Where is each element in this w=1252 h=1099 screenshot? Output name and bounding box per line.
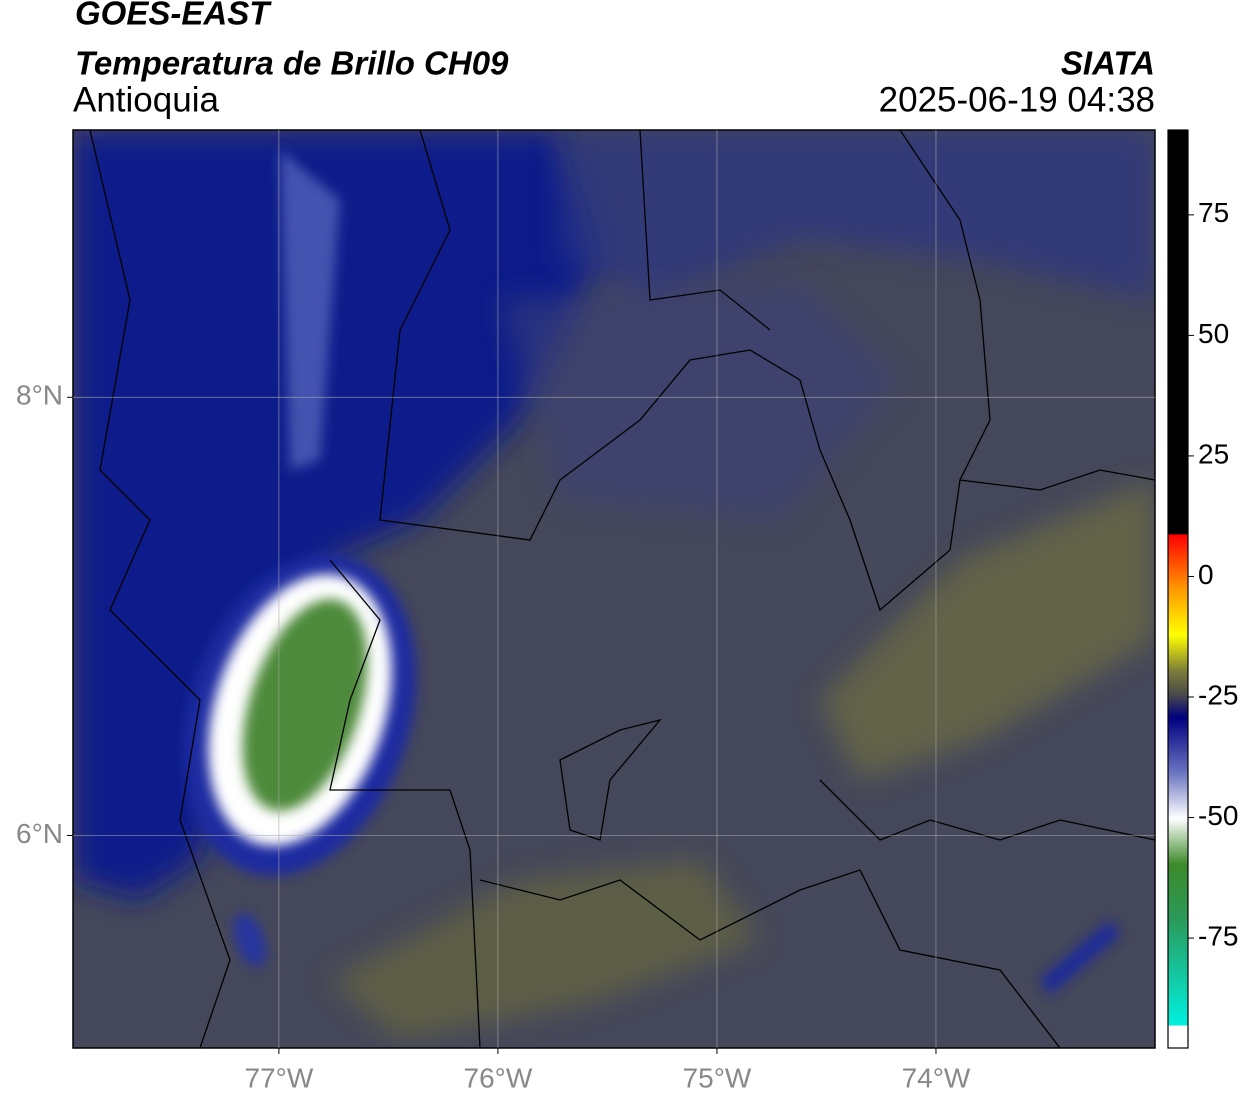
y-tick-label: 6°N	[16, 818, 63, 849]
x-tick-label: 75°W	[683, 1062, 752, 1093]
x-tick-label: 77°W	[244, 1062, 313, 1093]
colorbar-tick-label: -75	[1198, 920, 1238, 951]
map-frame	[72, 129, 1156, 1049]
datetime: 2025-06-19 04:38	[879, 80, 1155, 119]
colorbar-tick-label: -25	[1198, 679, 1238, 710]
x-tick-label: 76°W	[464, 1062, 533, 1093]
subtitle: Temperatura de Brillo CH09	[75, 45, 509, 82]
colorbar-tick-label: -50	[1198, 800, 1238, 831]
colorbar	[1167, 129, 1189, 1049]
title: GOES-EAST	[75, 0, 272, 32]
colorbar-tick-label: 25	[1198, 438, 1229, 469]
y-tick-label: 8°N	[16, 380, 63, 411]
colorbar-tick-label: 0	[1198, 559, 1214, 590]
agency: SIATA	[1061, 45, 1155, 82]
colorbar-tick-label: 75	[1198, 197, 1229, 228]
colorbar-tick-label: 50	[1198, 318, 1229, 349]
x-tick-label: 74°W	[902, 1062, 971, 1093]
region: Antioquia	[73, 80, 219, 119]
map-field	[73, 130, 1155, 1048]
